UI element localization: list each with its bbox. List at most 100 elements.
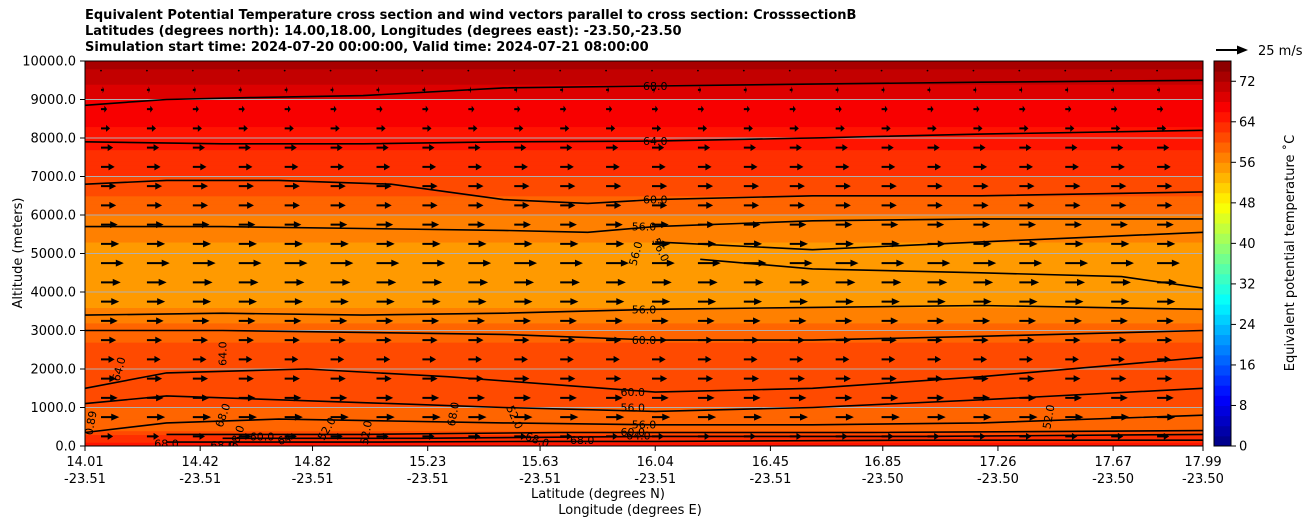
wind-vector [927,201,943,209]
wind-vector [652,105,659,113]
wind-vector [238,163,253,171]
wind-vector [973,375,989,383]
contour-label: 64.0 [110,356,129,383]
field-band [85,107,1203,112]
wind-vector [743,124,753,132]
wind-vector [560,124,570,132]
wind-vector [697,144,711,152]
field-band [85,76,1203,81]
wind-vector [606,201,622,209]
field-band [85,419,1203,424]
wind-vector [376,336,392,344]
wind-vector [881,259,905,267]
wind-vector [192,124,202,132]
colorbar-segment [1214,415,1231,427]
wind-vector [1065,355,1079,363]
y-axis: 0.0 1000.0 2000.0 3000.0 4000.0 5000.0 6000.0 7… [22,55,85,455]
quiver-key-arrowhead [1237,45,1248,55]
wind-vector [973,240,992,248]
wind-vector [1065,336,1081,344]
field-band [85,230,1203,235]
colorbar-segment [1214,304,1231,315]
field-band [85,295,1203,301]
field-band [85,349,1203,355]
x-tick-label-lat: 14.42 [182,455,219,470]
wind-vector [192,413,212,421]
colorbar-tick-label: 48 [1239,196,1256,211]
field-band [85,153,1203,158]
x-tick-label-lat: 16.45 [752,455,789,470]
wind-vector [1111,375,1127,383]
contour-label: 60.0 [250,430,275,443]
field-band [85,188,1203,193]
wind-vector [973,394,991,402]
contour-label: 60.0 [621,426,646,439]
wind-vector [697,221,715,229]
wind-vector [1019,182,1035,190]
wind-vector [1111,298,1130,306]
wind-vector [468,86,472,94]
field-band [85,87,1203,93]
wind-vector [1065,124,1075,132]
x-axis-label-lat: Latitude (degrees N) [531,487,665,502]
contour-label: 68.0 [643,80,668,93]
wind-vector [652,355,666,363]
wind-vector [652,298,671,306]
wind-vector [1019,336,1035,344]
wind-vector [1157,163,1171,171]
wind-vector [284,317,302,325]
wind-vector [973,355,988,363]
wind-vector [284,259,308,267]
field-band [85,299,1203,305]
wind-vector [101,432,114,440]
wind-vector [606,182,622,190]
wind-vector [652,86,656,94]
wind-vector [606,259,629,267]
wind-vector [652,375,668,383]
wind-vector [192,240,212,248]
wind-vector [284,394,302,402]
contour-label: 64.0 [626,430,651,443]
contour-label: 68.0 [210,439,235,452]
wind-vector [376,413,395,421]
wind-vector [238,259,262,267]
wind-vector [927,163,942,171]
wind-vector [330,278,351,286]
wind-vector [560,394,577,402]
wind-vector [606,432,619,440]
wind-vector [1065,201,1081,209]
wind-vector [422,375,438,383]
field-band [85,176,1203,181]
wind-vector [422,259,446,267]
wind-vector [146,317,164,325]
colorbar-tick-label: 16 [1239,358,1256,373]
wind-vector [881,201,897,209]
wind-vector [284,240,303,248]
wind-vector [835,298,854,306]
wind-vector [238,105,245,113]
wind-vector [284,298,303,306]
wind-vector [1065,105,1072,113]
wind-vector [376,317,394,325]
wind-vector [330,221,348,229]
field-band [85,222,1203,228]
wind-vector [927,259,951,267]
wind-vector [606,413,625,421]
wind-vector [330,163,345,171]
wind-vector [146,221,164,229]
wind-vector [422,201,438,209]
wind-vector [1019,240,1038,248]
wind-vector [606,86,610,94]
wind-vector [1019,394,1037,402]
wind-vector [560,432,573,440]
wind-vector [789,355,804,363]
wind-vector [743,298,763,306]
wind-vector [146,298,166,306]
wind-vector [652,278,672,286]
x-tick-label-lat: 16.85 [864,455,901,470]
wind-vector [238,394,256,402]
wind-vector [789,221,807,229]
wind-vector [652,240,671,248]
field-band [85,395,1203,401]
